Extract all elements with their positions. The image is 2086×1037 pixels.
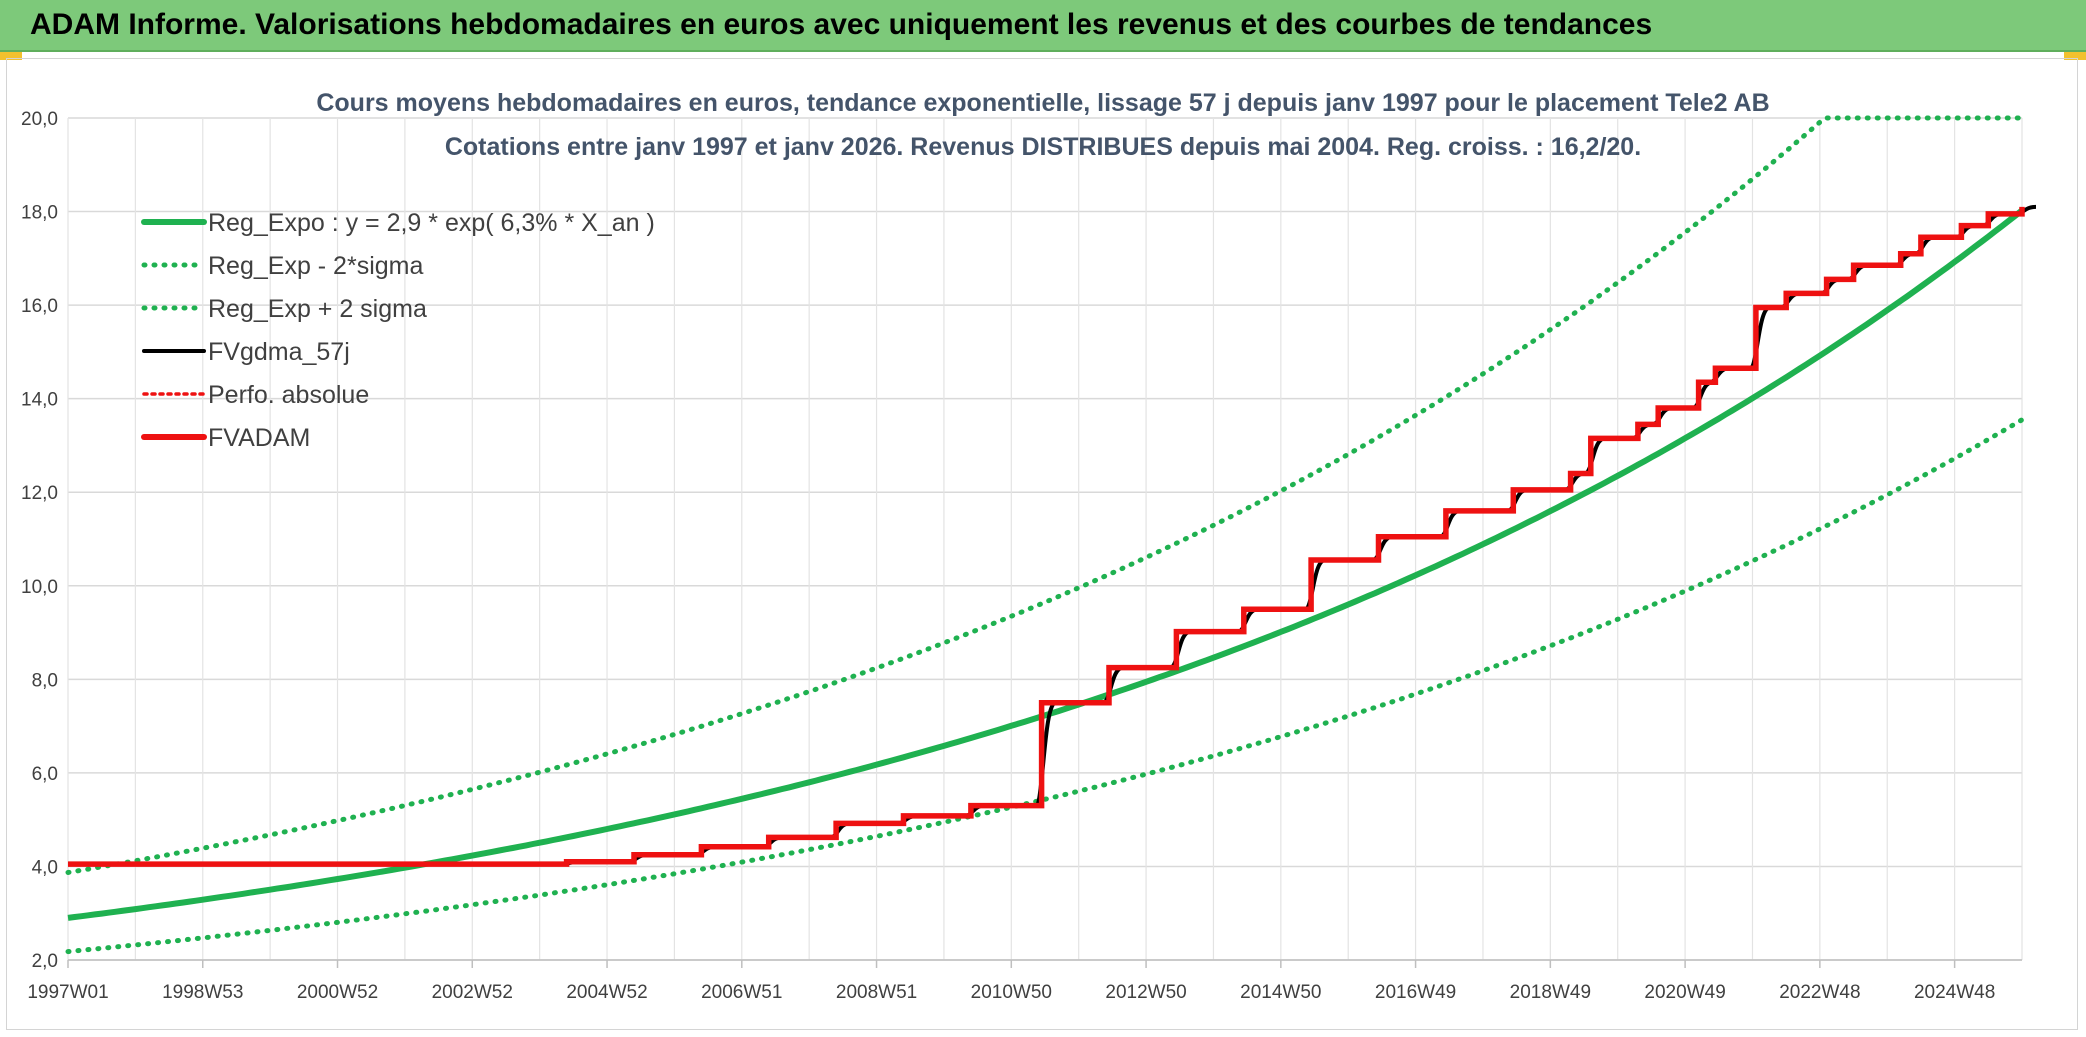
x-tick-label: 2006W51 bbox=[701, 982, 782, 1003]
y-tick-label: 16,0 bbox=[21, 296, 58, 317]
x-tick-label: 2022W48 bbox=[1779, 982, 1860, 1003]
chart-legend: Reg_Expo : y = 2,9 * exp( 6,3% * X_an ) R… bbox=[141, 209, 655, 452]
x-tick-label: 2016W49 bbox=[1375, 982, 1456, 1003]
x-tick-label: 2020W49 bbox=[1644, 982, 1725, 1003]
x-tick-label: 2018W49 bbox=[1510, 982, 1591, 1003]
trend-line bbox=[67, 208, 2024, 921]
y-tick-label: 18,0 bbox=[21, 203, 58, 224]
legend-label: FVgdma_57j bbox=[208, 338, 350, 366]
legend-label: Reg_Exp + 2 sigma bbox=[208, 295, 427, 323]
x-tick-label: 2012W50 bbox=[1105, 982, 1186, 1003]
fvadam-line bbox=[67, 206, 2025, 867]
x-tick-label: 2014W50 bbox=[1240, 982, 1321, 1003]
y-tick-label: 14,0 bbox=[21, 390, 58, 411]
x-tick-label: 1997W01 bbox=[27, 982, 108, 1003]
x-tick-label: 2008W51 bbox=[836, 982, 917, 1003]
y-tick-label: 12,0 bbox=[21, 483, 58, 504]
report-header: ADAM Informe. Valorisations hebdomadaire… bbox=[0, 0, 2086, 52]
legend-label: FVADAM bbox=[208, 424, 310, 452]
legend-label: Perfo. absolue bbox=[208, 381, 369, 409]
legend-label: Reg_Expo : y = 2,9 * exp( 6,3% * X_an ) bbox=[208, 209, 655, 237]
chart-title: Cours moyens hebdomadaires en euros, ten… bbox=[316, 89, 1769, 117]
x-tick-label: 2010W50 bbox=[971, 982, 1052, 1003]
grid-lines bbox=[67, 117, 2023, 968]
y-tick-label: 4,0 bbox=[32, 857, 58, 878]
y-tick-label: 8,0 bbox=[32, 670, 58, 691]
x-tick-label: 2004W52 bbox=[566, 982, 647, 1003]
y-tick-label: 10,0 bbox=[21, 577, 58, 598]
series-lines bbox=[65, 115, 2037, 955]
report-title: ADAM Informe. Valorisations hebdomadaire… bbox=[30, 8, 1653, 41]
y-tick-label: 2,0 bbox=[32, 951, 58, 972]
band-line bbox=[65, 115, 2025, 875]
y-tick-label: 20,0 bbox=[21, 109, 58, 130]
corner-accent-left bbox=[0, 52, 22, 60]
corner-accent-right bbox=[2064, 52, 2086, 60]
x-tick-label: 1998W53 bbox=[162, 982, 243, 1003]
band-line bbox=[65, 417, 2025, 955]
chart-subtitle: Cotations entre janv 1997 et janv 2026. … bbox=[445, 133, 1641, 161]
chart-frame bbox=[6, 58, 2078, 1030]
y-axis-labels: 2,0 4,0 6,0 8,0 10,0 12,0 14,0 16,0 18,0 20,0 bbox=[21, 109, 58, 972]
x-tick-label: 2024W48 bbox=[1914, 982, 1995, 1003]
y-tick-label: 6,0 bbox=[32, 764, 58, 785]
x-tick-label: 2000W52 bbox=[297, 982, 378, 1003]
x-tick-label: 2002W52 bbox=[432, 982, 513, 1003]
x-axis-labels: 1997W01 1998W53 2000W52 2002W52 2004W52 2006W… bbox=[27, 982, 1995, 1003]
legend-label: Reg_Exp - 2*sigma bbox=[208, 252, 423, 280]
